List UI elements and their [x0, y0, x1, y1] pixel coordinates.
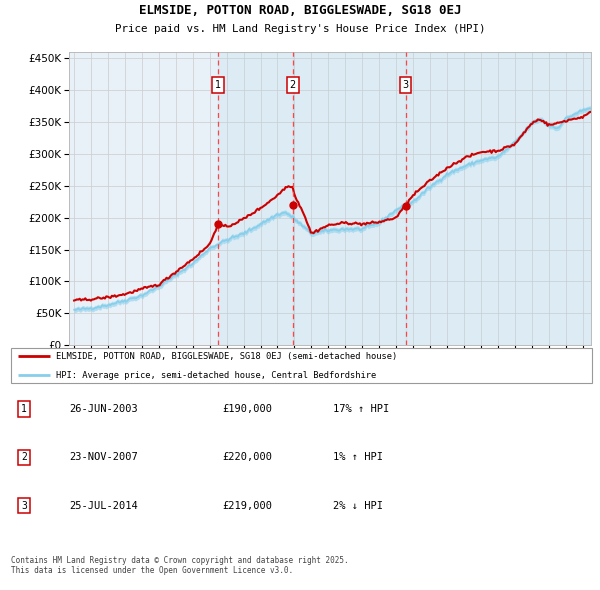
Text: 3: 3	[21, 501, 27, 510]
Text: 1: 1	[215, 80, 221, 90]
Text: £219,000: £219,000	[222, 501, 272, 510]
Text: Price paid vs. HM Land Registry's House Price Index (HPI): Price paid vs. HM Land Registry's House …	[115, 24, 485, 34]
Bar	[218, 52, 293, 345]
Text: £220,000: £220,000	[222, 453, 272, 462]
FancyBboxPatch shape	[11, 348, 592, 383]
Text: 1% ↑ HPI: 1% ↑ HPI	[333, 453, 383, 462]
Text: 17% ↑ HPI: 17% ↑ HPI	[333, 404, 389, 414]
Text: ELMSIDE, POTTON ROAD, BIGGLESWADE, SG18 0EJ: ELMSIDE, POTTON ROAD, BIGGLESWADE, SG18 …	[139, 4, 461, 17]
Text: 2: 2	[290, 80, 296, 90]
Text: £190,000: £190,000	[222, 404, 272, 414]
Text: HPI: Average price, semi-detached house, Central Bedfordshire: HPI: Average price, semi-detached house,…	[56, 371, 376, 379]
Bar	[293, 52, 406, 345]
Bar	[406, 52, 591, 345]
Text: Contains HM Land Registry data © Crown copyright and database right 2025.
This d: Contains HM Land Registry data © Crown c…	[11, 556, 349, 575]
Text: ELMSIDE, POTTON ROAD, BIGGLESWADE, SG18 0EJ (semi-detached house): ELMSIDE, POTTON ROAD, BIGGLESWADE, SG18 …	[56, 352, 397, 361]
Text: 25-JUL-2014: 25-JUL-2014	[69, 501, 138, 510]
Text: 1: 1	[21, 404, 27, 414]
Text: 23-NOV-2007: 23-NOV-2007	[69, 453, 138, 462]
Text: 2: 2	[21, 453, 27, 462]
Text: 3: 3	[403, 80, 409, 90]
Text: 2% ↓ HPI: 2% ↓ HPI	[333, 501, 383, 510]
Text: 26-JUN-2003: 26-JUN-2003	[69, 404, 138, 414]
